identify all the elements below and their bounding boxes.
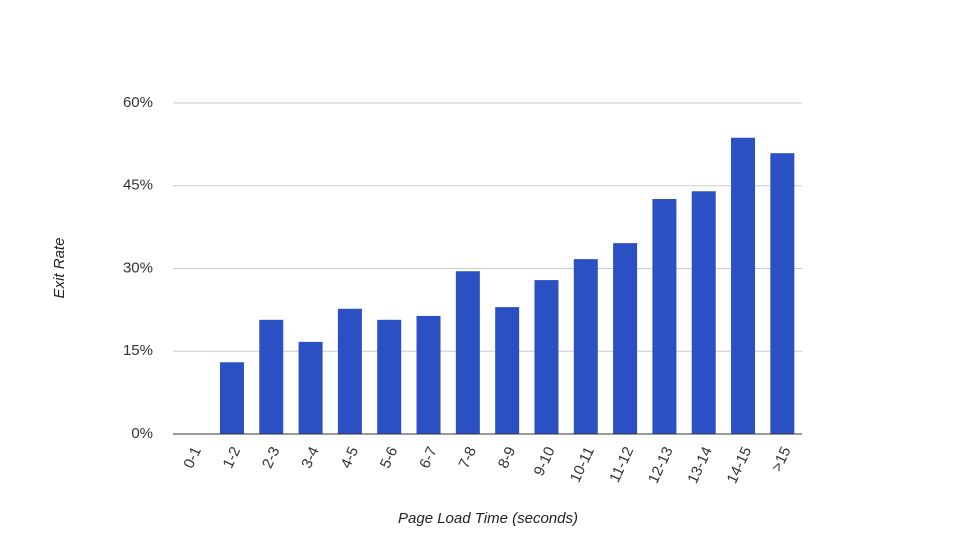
bar bbox=[770, 153, 795, 434]
bar bbox=[652, 198, 677, 434]
x-tick-label: 4-5 bbox=[338, 444, 363, 471]
y-axis-title: Exit Rate bbox=[51, 238, 68, 299]
x-axis-title: Page Load Time (seconds) bbox=[398, 510, 578, 527]
x-tick-label: 3-4 bbox=[298, 444, 323, 471]
x-tick-label: 9-10 bbox=[531, 444, 559, 478]
y-tick-label: 30% bbox=[123, 259, 153, 276]
x-tick-label: 8-9 bbox=[495, 444, 520, 471]
y-tick-label: 0% bbox=[131, 425, 153, 442]
bar bbox=[691, 191, 716, 434]
x-tick-label: 6-7 bbox=[416, 444, 441, 471]
x-tick-label: 7-8 bbox=[455, 444, 480, 471]
x-tick-label: 11-12 bbox=[606, 444, 637, 485]
x-tick-label: 1-2 bbox=[220, 444, 245, 471]
x-tick-label: 2-3 bbox=[259, 444, 284, 471]
x-tick-label: 10-11 bbox=[567, 444, 598, 485]
x-tick-label: 13-14 bbox=[684, 444, 716, 486]
bar bbox=[495, 307, 520, 434]
x-tick-label: 14-15 bbox=[724, 444, 756, 486]
y-tick-label: 15% bbox=[123, 342, 153, 359]
y-tick-label: 60% bbox=[123, 94, 153, 111]
bar bbox=[298, 341, 323, 434]
bar bbox=[259, 319, 284, 434]
bar bbox=[534, 280, 559, 434]
x-tick-label: 12-13 bbox=[645, 444, 677, 486]
bar bbox=[377, 319, 402, 434]
bar bbox=[613, 243, 638, 434]
x-tick-label: 0-1 bbox=[180, 444, 205, 471]
x-tick-label: >15 bbox=[768, 444, 794, 474]
bar bbox=[455, 271, 480, 434]
bar bbox=[731, 137, 756, 434]
x-tick-label: 5-6 bbox=[377, 444, 402, 471]
bar bbox=[337, 308, 362, 434]
bar bbox=[416, 315, 441, 434]
bar bbox=[219, 362, 244, 434]
bar bbox=[573, 259, 598, 434]
y-tick-label: 45% bbox=[123, 177, 153, 194]
